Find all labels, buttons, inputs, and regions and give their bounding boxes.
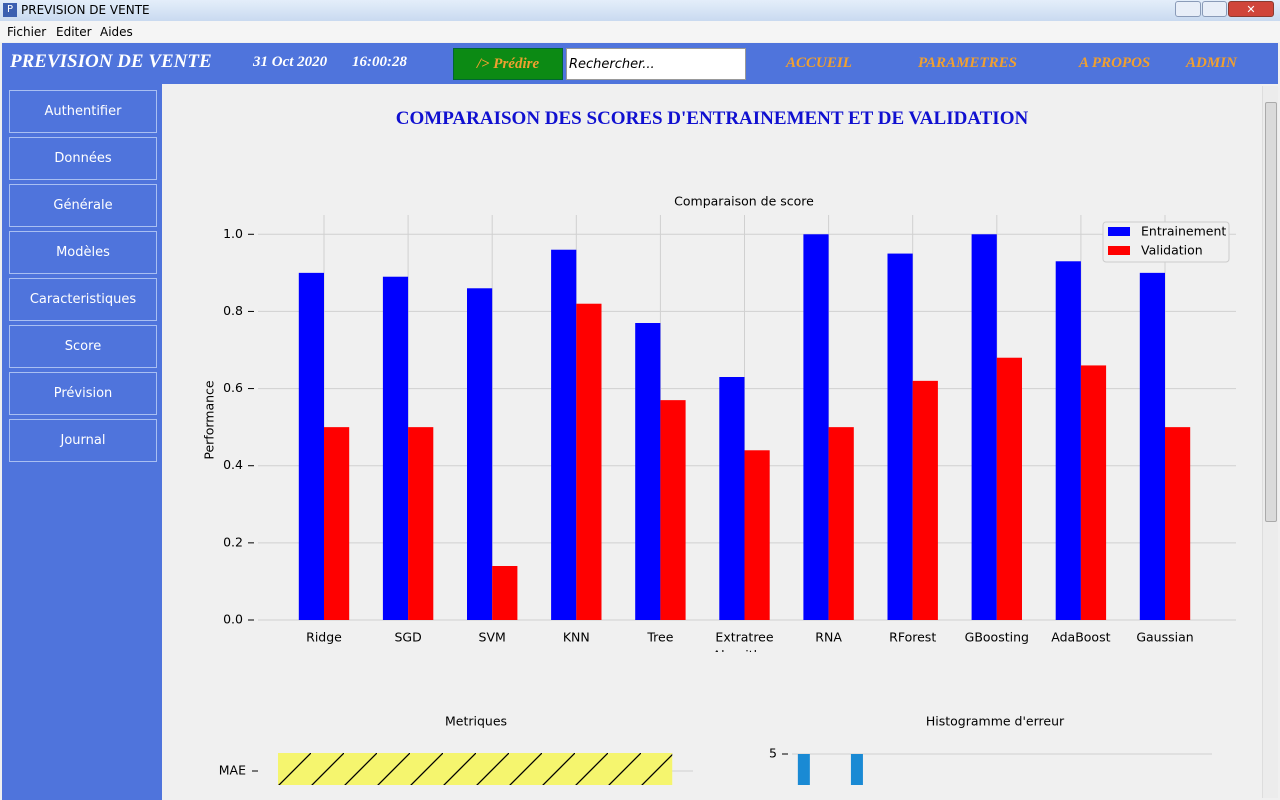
scrollbar[interactable] [1262,86,1278,798]
metrics-chart: MAE [219,753,693,785]
bar [408,427,434,620]
bar [278,753,673,785]
bar [1055,261,1081,620]
bar [492,566,518,620]
bar [1139,272,1165,620]
score-chart: 0.0 0.2 0.4 0.6 0.8 1.0 Ridge SGD SVM KNN Tree Extr… [202,215,1236,663]
bar [1165,427,1191,620]
y-tick-label: 0.8 [223,303,243,318]
close-button[interactable]: ✕ [1228,1,1274,17]
nav-link[interactable]: ACCUEIL [786,55,852,71]
sidebar-button[interactable]: Modèles [9,231,157,274]
sidebar: Authentifier Données Générale Modèles Caract… [2,84,162,800]
nav-link[interactable]: PARAMETRES [918,55,1017,71]
bar [912,380,938,620]
sidebar-button[interactable]: Caracteristiques [9,278,157,321]
bar [551,249,577,620]
x-tick-label: GBoosting [965,630,1029,645]
x-tick-label: Ridge [306,630,342,645]
x-tick-label: RForest [889,630,936,645]
minimize-button[interactable] [1175,1,1201,17]
chart-title: Histogramme d'erreur [926,714,1065,729]
chart-title: Comparaison de score [674,194,814,209]
y-axis-label: Performance [202,380,217,460]
y-tick-label: 5 [769,746,777,761]
x-tick-label: Tree [646,630,673,645]
app-name: PREVISION DE VENTE [10,51,212,72]
date: 31 Oct 2020 [253,54,328,70]
search-input[interactable]: Rechercher... [566,48,746,80]
predict-button[interactable]: /> Prédire [453,48,563,80]
sidebar-button[interactable]: Données [9,137,157,180]
nav-link[interactable]: A PROPOS [1079,55,1151,71]
x-axis-label: Algorithme [713,648,782,663]
bar [660,400,686,620]
x-tick-label: SGD [394,630,421,645]
app-icon: P [3,3,17,17]
x-tick-label: AdaBoost [1051,630,1110,645]
sidebar-button[interactable]: Journal [9,419,157,462]
legend-swatch [1108,246,1130,255]
y-tick-label: 1.0 [223,226,243,241]
x-tick-label: Extratree [715,630,773,645]
legend-swatch [1108,227,1130,236]
header: PREVISION DE VENTE 31 Oct 2020 16:00:28 … [2,43,1278,84]
nav-link[interactable]: ADMIN [1186,55,1237,71]
bar [803,234,829,621]
bar [887,253,913,621]
x-tick-label: KNN [563,630,590,645]
time: 16:00:28 [352,54,407,70]
x-tick-label: RNA [815,630,842,645]
histogram-chart: 5 [769,746,1212,785]
menu-item[interactable]: Aides [100,25,133,39]
sidebar-button[interactable]: Générale [9,184,157,227]
scroll-thumb[interactable] [1265,102,1277,522]
bar [828,427,854,620]
legend-label: Validation [1141,243,1203,258]
menu-item[interactable]: Fichier [7,25,47,39]
x-tick-label: Gaussian [1136,630,1193,645]
y-tick-label: MAE [219,763,246,778]
bar [467,288,493,620]
x-tick-label: SVM [479,630,506,645]
bar [797,754,810,785]
bar [298,272,324,620]
bar [996,357,1022,620]
legend-box [1102,221,1230,263]
bar [576,303,602,620]
bar [635,323,661,620]
menu-item[interactable]: Editer [56,25,92,39]
title-bar: P PREVISION DE VENTE ✕ [0,0,1280,21]
y-tick-label: 0.0 [223,612,243,627]
sidebar-button[interactable]: Score [9,325,157,368]
sidebar-button[interactable]: Prévision [9,372,157,415]
sidebar-button[interactable]: Authentifier [9,90,157,133]
bar [850,754,863,785]
page-title: COMPARAISON DES SCORES D'ENTRAINEMENT ET… [395,108,1029,129]
bar [971,234,997,621]
maximize-button[interactable] [1202,1,1227,17]
bar [744,450,770,620]
window-title: PREVISION DE VENTE [21,3,150,17]
y-tick-label: 0.2 [223,534,243,549]
y-tick-label: 0.6 [223,380,243,395]
bar [324,427,350,620]
menu-bar: Fichier Editer Aides [0,21,1280,42]
y-tick-label: 0.4 [223,457,243,472]
chart-title: Metriques [445,714,507,729]
bar [1080,365,1107,620]
bar [382,276,409,620]
legend-label: Entrainement [1141,224,1226,239]
bar [719,377,745,620]
